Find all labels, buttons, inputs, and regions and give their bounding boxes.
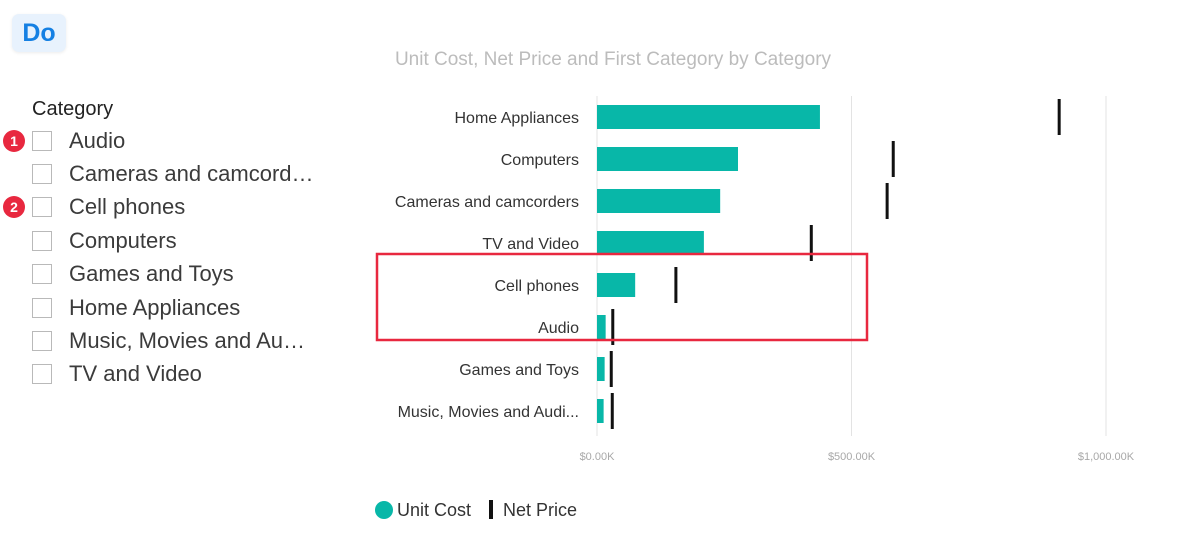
checkbox[interactable]	[32, 297, 52, 318]
bar-layer	[597, 99, 1061, 429]
axis-ticks: $0.00K $500.00K $1,000.00K	[580, 451, 1135, 463]
category-label: Games and Toys	[459, 362, 579, 379]
category-label: Cell phones	[495, 278, 580, 295]
marker-net-price-computers[interactable]	[891, 141, 895, 177]
checkbox[interactable]	[32, 264, 52, 285]
legend-label-unit-cost: Unit Cost	[397, 500, 471, 520]
slicer-item-home-appliances[interactable]: Home Appliances	[32, 291, 332, 324]
slicer-item-tv-video[interactable]: TV and Video	[32, 358, 332, 391]
legend-swatch-net-price	[489, 500, 493, 519]
checkbox[interactable]	[32, 197, 52, 218]
category-slicer: Category 1 Audio Cameras and camcorders …	[3, 94, 332, 391]
slicer-item-cell-phones[interactable]: 2 Cell phones	[3, 191, 332, 224]
category-label: Cameras and camcorders	[395, 194, 579, 211]
marker-net-price-games-and-toys[interactable]	[609, 351, 613, 387]
legend-swatch-unit-cost	[375, 501, 393, 519]
category-label: TV and Video	[482, 236, 579, 253]
legend-item-net-price[interactable]: Net Price	[489, 500, 577, 520]
chart-title: Unit Cost, Net Price and First Category …	[395, 49, 832, 70]
category-label: Audio	[538, 320, 579, 337]
marker-net-price-audio[interactable]	[611, 309, 615, 345]
bar-unit-cost-audio[interactable]	[597, 315, 606, 339]
bar-unit-cost-music-movies-and-audio-books[interactable]	[597, 399, 604, 423]
legend-label-net-price: Net Price	[503, 500, 577, 520]
marker-net-price-cameras-and-camcorders[interactable]	[885, 183, 889, 219]
slicer-item-games[interactable]: Games and Toys	[32, 258, 332, 291]
legend-item-unit-cost[interactable]: Unit Cost	[375, 500, 471, 520]
category-label: Music, Movies and Audi...	[398, 404, 579, 421]
checkbox[interactable]	[32, 164, 52, 185]
checkbox[interactable]	[32, 230, 52, 251]
marker-net-price-music-movies-and-audio-books[interactable]	[610, 393, 614, 429]
marker-net-price-cell-phones[interactable]	[674, 267, 678, 303]
bar-unit-cost-home-appliances[interactable]	[597, 105, 820, 129]
slicer-item-cameras[interactable]: Cameras and camcorders	[32, 157, 332, 190]
marker-net-price-home-appliances[interactable]	[1057, 99, 1061, 135]
bar-unit-cost-computers[interactable]	[597, 147, 738, 171]
step-marker-2: 2	[3, 196, 25, 219]
bar-unit-cost-games-and-toys[interactable]	[597, 357, 605, 381]
legend: Unit Cost Net Price	[375, 500, 577, 520]
do-badge: Do	[12, 14, 66, 52]
slicer-list: 1 Audio Cameras and camcorders 2 Cell ph…	[3, 124, 332, 391]
bar-unit-cost-tv-and-video[interactable]	[597, 231, 704, 255]
x-tick-label: $0.00K	[580, 451, 616, 463]
checkbox[interactable]	[32, 364, 52, 385]
checkbox[interactable]	[32, 130, 52, 151]
x-tick-label: $1,000.00K	[1078, 451, 1135, 463]
x-tick-label: $500.00K	[828, 451, 876, 463]
category-label: Home Appliances	[454, 110, 579, 127]
checkbox[interactable]	[32, 331, 52, 352]
highlight-box	[375, 252, 869, 342]
slicer-item-music-movies[interactable]: Music, Movies and Audio Books	[32, 324, 332, 357]
bar-unit-cost-cameras-and-camcorders[interactable]	[597, 189, 721, 213]
category-label: Computers	[501, 152, 579, 169]
step-marker-1: 1	[3, 129, 25, 152]
category-labels: Home Appliances Computers Cameras and camc…	[395, 110, 579, 421]
marker-net-price-tv-and-video[interactable]	[809, 225, 813, 261]
slicer-title: Category	[32, 98, 114, 120]
slicer-item-computers[interactable]: Computers	[32, 224, 332, 257]
bar-unit-cost-cell-phones[interactable]	[597, 273, 636, 297]
slicer-item-audio[interactable]: 1 Audio	[3, 124, 332, 157]
